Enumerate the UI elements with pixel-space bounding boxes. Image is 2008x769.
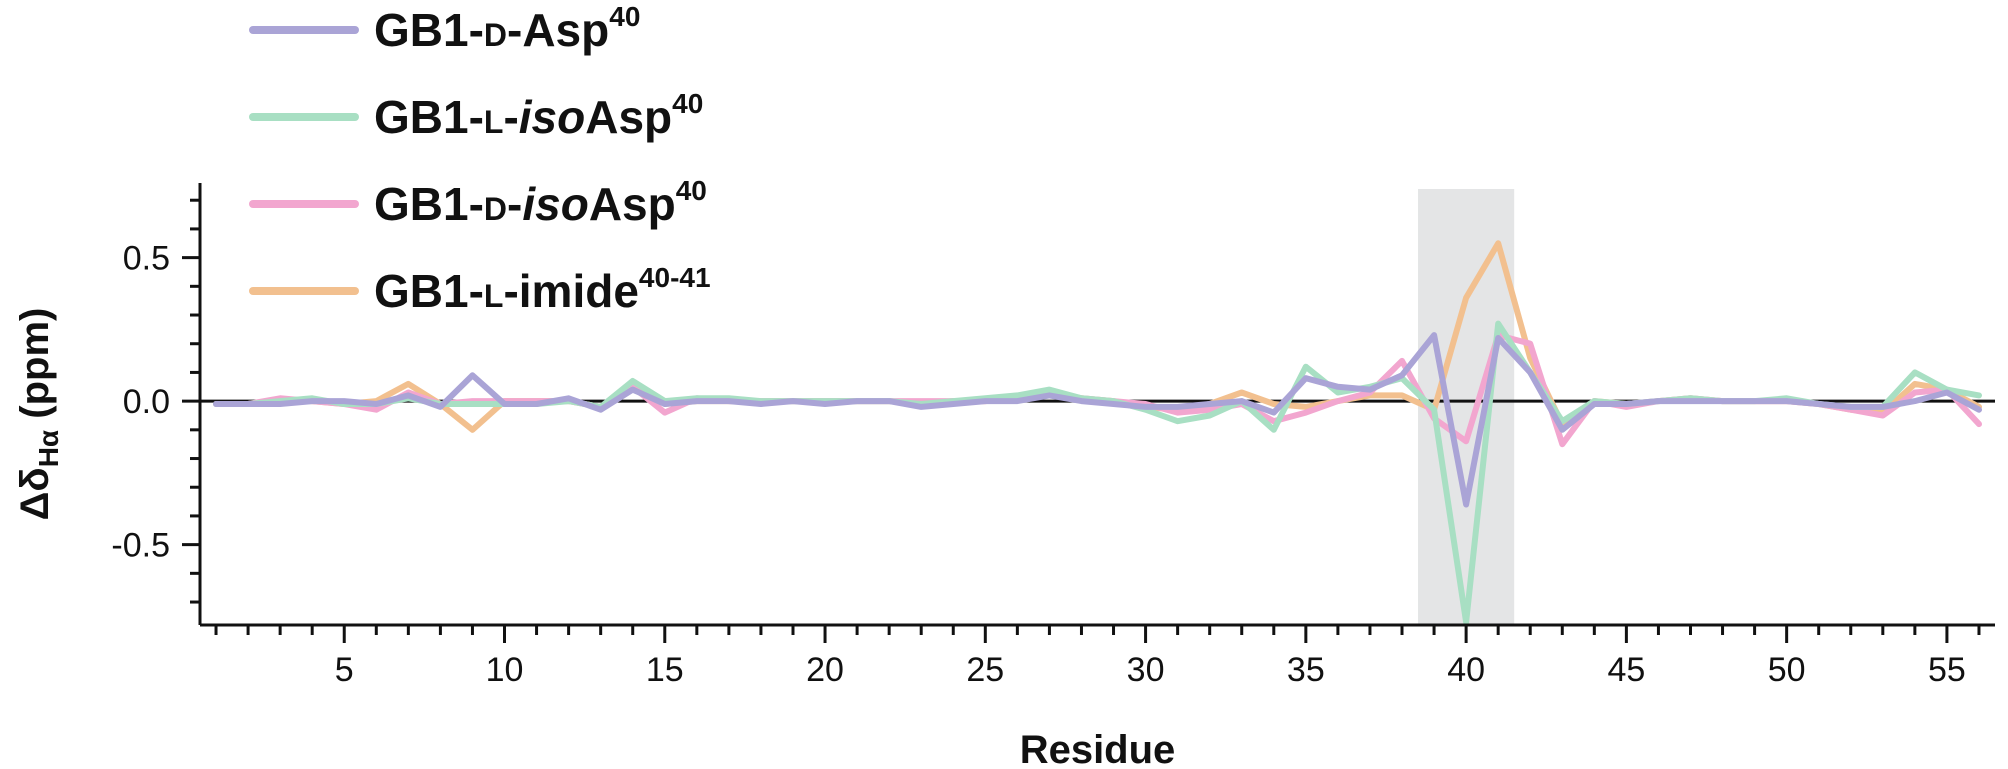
series-line-dasp xyxy=(213,332,1982,508)
x-tick-label: 40 xyxy=(1447,651,1485,689)
y-axis-title-unit: (ppm) xyxy=(13,308,57,430)
series-layer xyxy=(213,240,1982,626)
x-tick-label: 25 xyxy=(966,651,1004,689)
y-tick-label: 0.0 xyxy=(123,383,170,421)
y-tick-label: -0.5 xyxy=(111,527,170,565)
x-tick-label: 5 xyxy=(335,651,354,689)
x-tick-label: 10 xyxy=(486,651,524,689)
x-axis-title: Residue xyxy=(1020,728,1176,769)
ticks: 5 10 15 20 25 30 35 40 45 50 55 0.5 0.0 -0.5 xyxy=(111,198,1981,689)
y-axis-title-sub: Hα xyxy=(33,430,64,467)
legend-label-disoasp: GB1-D-isoAsp40 xyxy=(374,175,707,230)
legend-label-lisoasp: GB1-L-isoAsp40 xyxy=(374,88,703,143)
series-line-lisoasp xyxy=(213,320,1982,626)
x-tick-label: 50 xyxy=(1768,651,1806,689)
y-tick-label: 0.5 xyxy=(123,240,170,278)
x-tick-label: 30 xyxy=(1127,651,1165,689)
x-tick-label: 20 xyxy=(806,651,844,689)
x-tick-label: 15 xyxy=(646,651,684,689)
x-tick-label: 35 xyxy=(1287,651,1325,689)
series-line-disoasp xyxy=(213,332,1982,448)
legend-label-limide: GB1-L-imide40-41 xyxy=(374,262,711,317)
x-tick-label: 55 xyxy=(1928,651,1966,689)
legend: GB1-D-Asp40 GB1-L-isoAsp40 GB1-D-isoAsp40 G… xyxy=(249,1,711,317)
y-axis-title-main: Δδ xyxy=(13,467,57,520)
legend-label-dasp: GB1-D-Asp40 xyxy=(374,1,640,56)
y-axis-title: ΔδHα (ppm) xyxy=(13,308,64,521)
x-tick-label: 45 xyxy=(1607,651,1645,689)
